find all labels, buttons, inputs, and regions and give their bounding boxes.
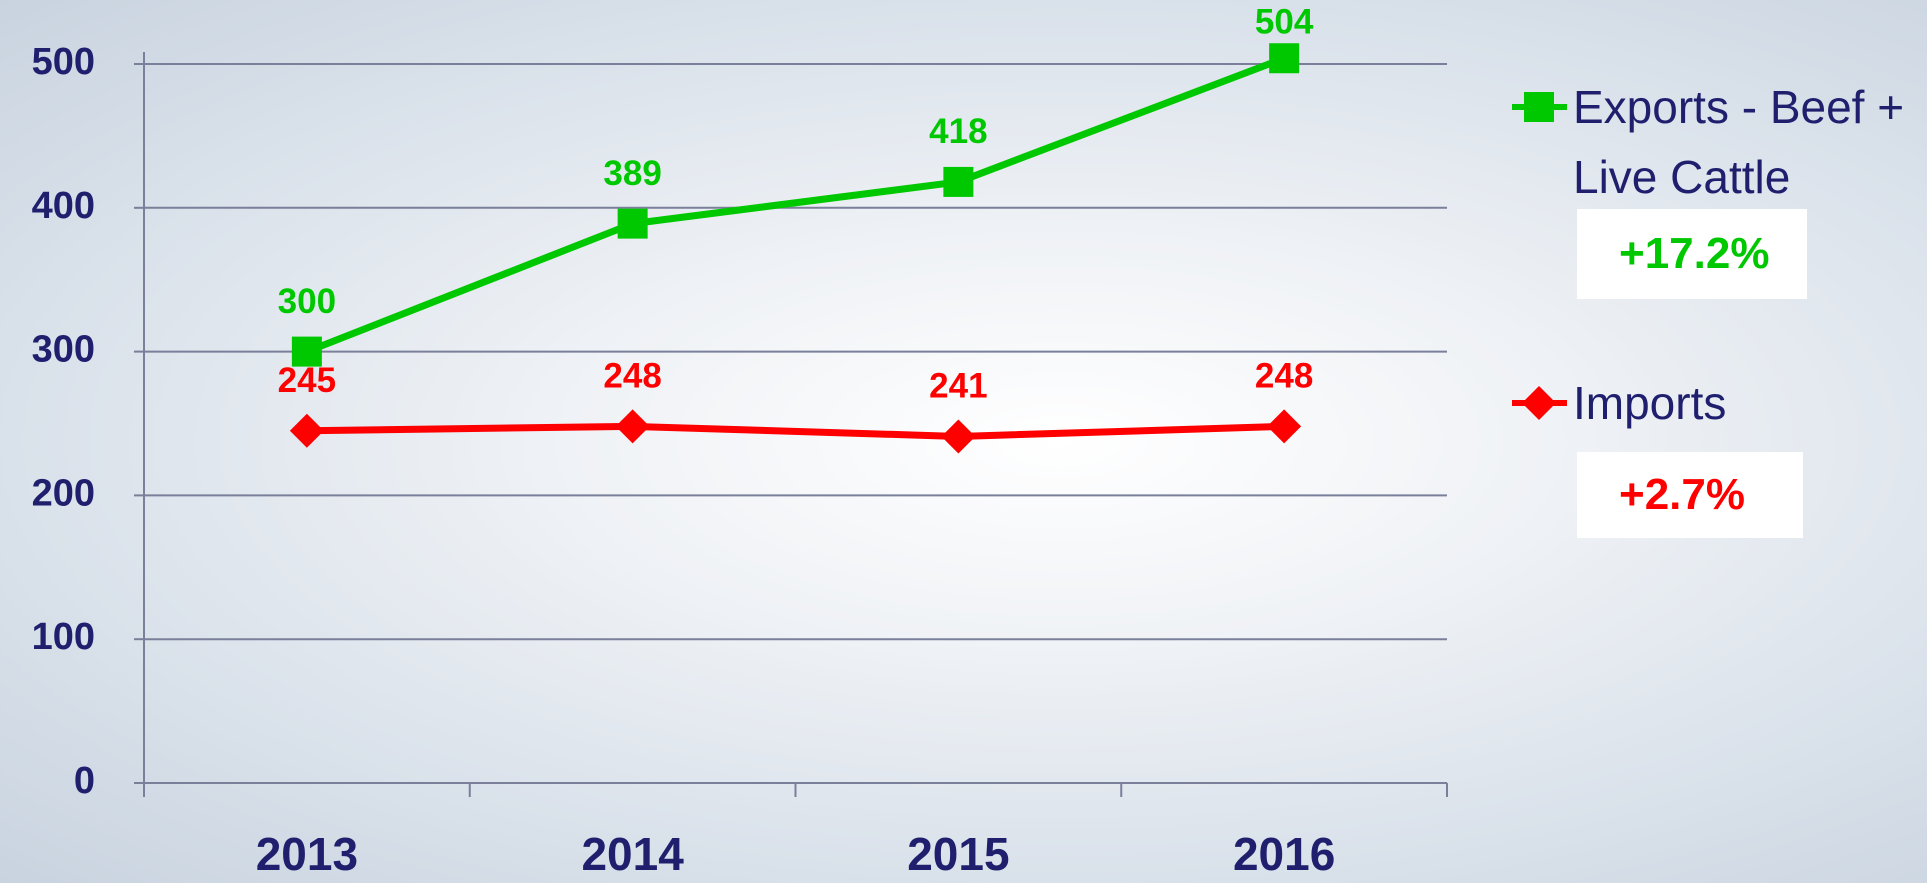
y-tick-label: 300: [32, 329, 95, 371]
marker: [1522, 386, 1556, 420]
series: 300 389 418 504: [278, 2, 1314, 366]
x-tick-label: 2016: [1233, 828, 1335, 880]
change-annotation: +2.7%: [1577, 452, 1803, 538]
x-tick-label: 2013: [256, 828, 358, 880]
series-line: [307, 58, 1284, 351]
data-label: 248: [603, 357, 661, 396]
data-label: 504: [1255, 2, 1314, 41]
marker: [941, 419, 975, 453]
data-label: 389: [603, 154, 661, 193]
data-label: 418: [929, 112, 987, 151]
series: 245 248 241 248: [278, 357, 1314, 454]
x-tick-label: 2014: [581, 828, 684, 880]
x-tick-label: 2015: [907, 828, 1009, 880]
series-line: [307, 426, 1284, 436]
marker: [616, 409, 650, 443]
marker: [618, 209, 648, 239]
y-tick-label: 100: [32, 616, 95, 658]
marker: [290, 414, 324, 448]
y-tick-label: 0: [74, 760, 95, 802]
legend-item: [1512, 386, 1567, 420]
legend-label: Imports: [1573, 368, 1918, 438]
marker: [1524, 92, 1554, 122]
y-tick-label: 200: [32, 472, 95, 514]
data-label: 248: [1255, 357, 1313, 396]
marker: [943, 167, 973, 197]
y-tick-label: 500: [32, 41, 95, 83]
legend-label: Exports - Beef + Live Cattle: [1573, 72, 1918, 212]
marker: [1269, 43, 1299, 73]
data-label: 300: [278, 282, 336, 321]
y-tick-label: 400: [32, 185, 95, 227]
change-annotation: +17.2%: [1577, 209, 1807, 299]
data-label: 241: [929, 367, 987, 406]
legend-item: [1512, 92, 1567, 122]
marker: [1267, 409, 1301, 443]
data-label: 245: [278, 361, 336, 400]
